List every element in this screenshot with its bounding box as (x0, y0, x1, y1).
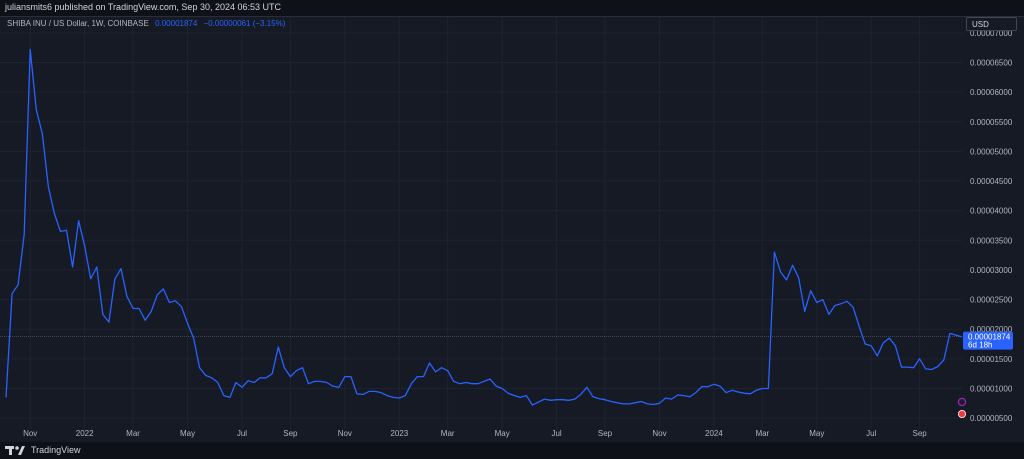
price-line (5, 48, 963, 406)
dividend-marker-icon[interactable] (958, 409, 967, 418)
y-tick-label: 0.00005000 (970, 147, 1013, 156)
y-tick-label: 0.00004500 (970, 177, 1013, 186)
last-price-tag: 0.00001874 6d 18h (963, 331, 1013, 350)
publish-text: juliansmits6 published on TradingView.co… (5, 2, 281, 12)
x-tick-label: Jul (237, 429, 247, 438)
tradingview-logo-icon (5, 446, 25, 455)
x-tick-label: 2023 (390, 429, 408, 438)
y-tick-label: 0.00007000 (970, 29, 1013, 38)
legend-symbol: SHIBA INU / US Dollar, 1W, COINBASE (7, 19, 149, 28)
y-tick-label: 0.00003000 (970, 266, 1013, 275)
price-chart[interactable]: 0.00000500 0.00001000 0.00001500 0.00002000… (0, 17, 1024, 442)
x-tick-label: May (180, 429, 195, 438)
x-axis-labels: Nov 2022 Mar May Jul Sep Nov 2023 Mar May Jul Sep No… (23, 429, 927, 438)
event-markers[interactable] (957, 397, 967, 418)
x-tick-label: Mar (755, 429, 769, 438)
y-tick-label: 0.00003500 (970, 236, 1013, 245)
series-group (5, 48, 963, 406)
legend-change: −0.00000061 (−3.15%) (203, 19, 286, 28)
publish-header: juliansmits6 published on TradingView.co… (0, 0, 1024, 17)
x-tick-label: Nov (23, 429, 37, 438)
chart-area[interactable]: 0.00000500 0.00001000 0.00001500 0.00002000… (0, 17, 1024, 442)
last-price-tag-price: 0.00001874 (968, 333, 1011, 342)
event-marker-icon[interactable] (957, 397, 967, 407)
x-tick-label: Mar (441, 429, 455, 438)
y-tick-label: 0.00006500 (970, 58, 1013, 67)
footer-bar: TradingView (0, 442, 1024, 459)
x-tick-label: Mar (126, 429, 140, 438)
x-tick-label: 2022 (76, 429, 94, 438)
x-tick-label: Jul (551, 429, 561, 438)
x-tick-label: May (495, 429, 510, 438)
y-tick-label: 0.00001000 (970, 384, 1013, 393)
y-tick-label: 0.00000500 (970, 414, 1013, 423)
last-price-tag-background (963, 331, 1013, 350)
last-price-tag-countdown: 6d 18h (968, 341, 992, 350)
y-tick-label: 0.00005500 (970, 118, 1013, 127)
x-tick-label: Sep (913, 429, 928, 438)
footer-brand: TradingView (31, 445, 81, 455)
x-tick-label: Jul (866, 429, 876, 438)
x-tick-label: Nov (652, 429, 666, 438)
legend-last-price: 0.00001874 (155, 19, 198, 28)
x-tick-label: Sep (598, 429, 613, 438)
y-tick-label: 0.00004000 (970, 207, 1013, 216)
x-tick-label: Nov (338, 429, 352, 438)
x-tick-label: 2024 (705, 429, 723, 438)
x-tick-label: Sep (283, 429, 298, 438)
y-tick-label: 0.00002000 (970, 325, 1013, 334)
y-tick-label: 0.00006000 (970, 88, 1013, 97)
y-tick-label: 0.00001500 (970, 355, 1013, 364)
y-axis-labels: 0.00000500 0.00001000 0.00001500 0.00002000… (970, 29, 1013, 423)
x-tick-label: May (809, 429, 824, 438)
grid-lines (0, 17, 962, 429)
y-tick-label: 0.00002500 (970, 296, 1013, 305)
chart-legend: SHIBA INU / US Dollar, 1W, COINBASE 0.00… (7, 19, 285, 28)
currency-button[interactable]: USD (966, 17, 1017, 31)
